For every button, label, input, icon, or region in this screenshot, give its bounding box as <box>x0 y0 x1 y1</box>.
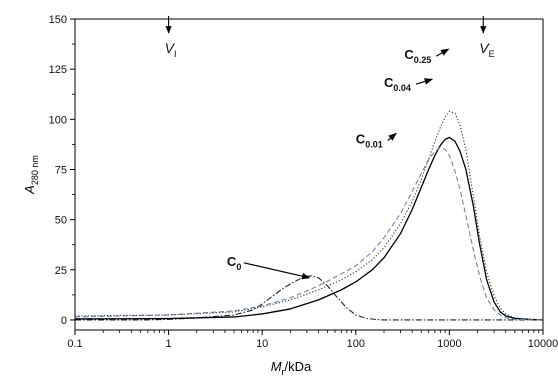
y-tick-label: 75 <box>55 164 67 176</box>
y-axis-title: A280 nm <box>22 155 40 195</box>
series-line-C0-25 <box>74 110 544 321</box>
y-tick-label: 150 <box>49 14 67 26</box>
curve-arrow-C0-04 <box>415 78 434 85</box>
curve-arrow-C0-25 <box>436 48 450 57</box>
curve-label-C0-25-main: C <box>404 47 414 62</box>
x-tick-label: 10 <box>256 338 268 350</box>
curve-label-C0-25: C0.25 <box>404 47 431 65</box>
curve-label-C0-01-main: C <box>356 131 366 146</box>
curve-label-C0-01: C0.01 <box>356 131 383 149</box>
x-tick-label: 0.1 <box>67 338 82 350</box>
curve-label-C0-25-sub: 0.25 <box>414 55 432 65</box>
y-tick-label: 100 <box>49 114 67 126</box>
x-axis-title-main: M <box>271 359 282 374</box>
series-line-C0 <box>75 275 543 321</box>
y-axis-title-main: A <box>22 185 37 195</box>
y-tick-label: 0 <box>61 315 67 327</box>
marker-label-ve: VE <box>479 40 494 59</box>
curve-label-C0-04-sub: 0.04 <box>393 83 411 93</box>
curve-label-C0-04-main: C <box>384 75 394 90</box>
axes: 0.1 1 10 100 1000 10000 0 25 50 75 100 125 150 Mr/kDa… <box>22 14 558 377</box>
marker-label-ve-main: V <box>479 40 490 56</box>
x-axis-title: Mr/kDa <box>271 359 312 377</box>
series-line-C0-04 <box>74 146 544 321</box>
curve-label-C0-sub: 0 <box>236 262 241 272</box>
y-tick-label: 50 <box>55 215 67 227</box>
curve-arrow-C0-01 <box>387 132 397 141</box>
marker-label-ve-sub: E <box>489 49 495 59</box>
marker-label-vi: VI <box>165 40 177 59</box>
curve-label-C0-main: C <box>227 254 237 269</box>
plot-frame <box>74 18 544 331</box>
series-line-C0-01 <box>74 136 544 321</box>
x-axis-title-suffix: /kDa <box>285 359 313 374</box>
y-axis-title-sub: 280 nm <box>30 155 40 185</box>
curve-arrow-C0 <box>243 262 311 280</box>
curve-label-C0-01-sub: 0.01 <box>365 139 383 149</box>
marker-label-vi-sub: I <box>174 49 177 59</box>
x-axis-title-sub: r <box>282 367 285 377</box>
marker-label-vi-main: V <box>165 40 176 56</box>
x-tick-label: 10000 <box>528 338 558 350</box>
x-tick-label: 1000 <box>437 338 461 350</box>
curve-label-C0-04: C0.04 <box>384 75 411 93</box>
markers-layer: VI VE <box>165 16 495 59</box>
y-tick-label: 125 <box>49 64 67 76</box>
x-tick-label: 1 <box>166 338 172 350</box>
curve-label-C0: C0 <box>227 254 241 272</box>
y-tick-label: 25 <box>55 265 67 277</box>
x-tick-label: 100 <box>347 338 365 350</box>
series-layer <box>74 110 544 321</box>
